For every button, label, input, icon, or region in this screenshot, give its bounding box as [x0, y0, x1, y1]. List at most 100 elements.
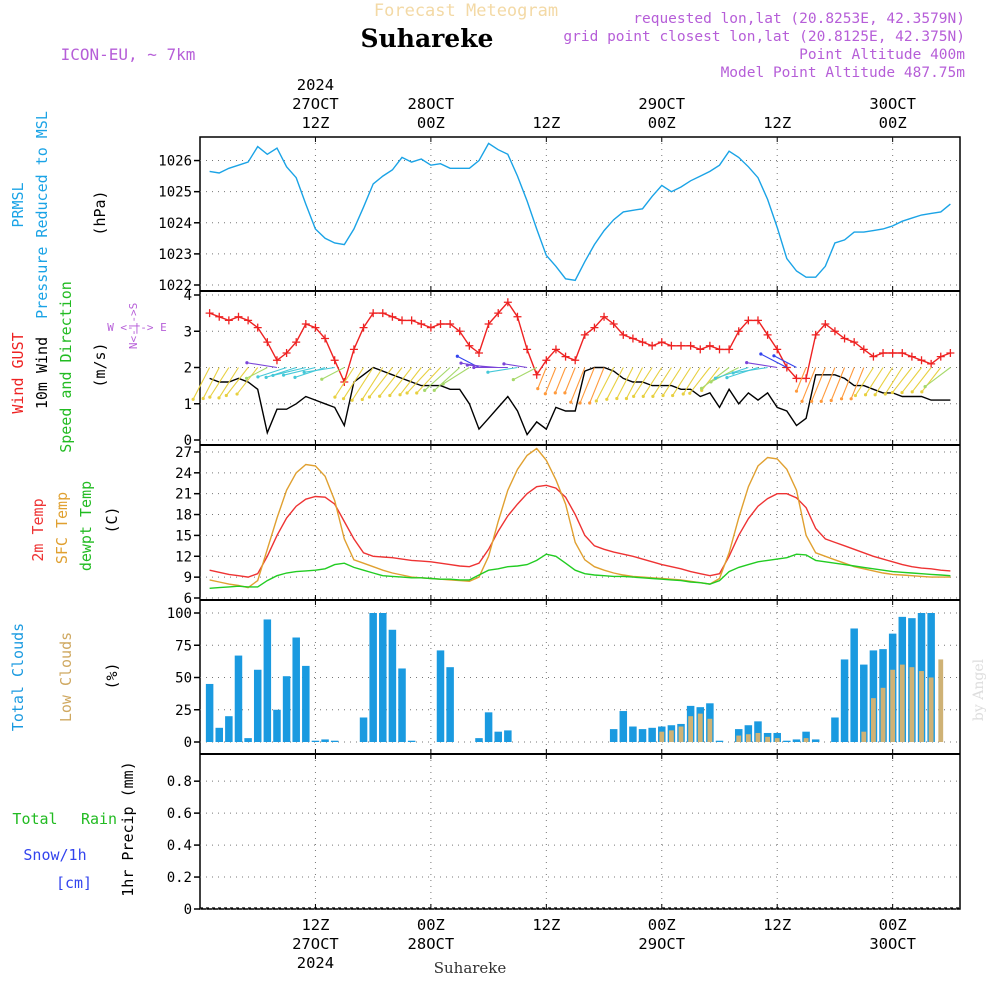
label-speed-direction: Speed and Direction: [57, 281, 75, 453]
wind-arrow-head: [341, 397, 346, 401]
wind-direction-arrow: [369, 367, 393, 398]
low-cloud-bar: [938, 659, 944, 742]
bottom-time-label: 00Z: [648, 916, 676, 934]
wind-direction-arrow: [554, 367, 567, 394]
wind-direction-arrow: [652, 367, 672, 397]
low-cloud-bar: [899, 664, 905, 742]
gust-marker: [869, 352, 878, 361]
gust-marker: [455, 327, 464, 336]
wind-arrow-head: [900, 390, 904, 395]
total-cloud-bar: [263, 619, 272, 742]
wind-arrow-head: [217, 396, 221, 400]
gust-marker: [532, 370, 541, 379]
gust-marker: [523, 345, 532, 354]
gust-marker: [436, 320, 445, 328]
total-cloud-bar: [321, 739, 329, 742]
total-cloud-bar: [398, 668, 406, 742]
wind-direction-arrow: [379, 367, 403, 397]
gust-marker: [696, 345, 705, 354]
wind-arrow-head: [320, 377, 324, 381]
y-tick-label: 2: [184, 361, 192, 377]
total-cloud-bar: [494, 731, 502, 742]
gust-marker: [686, 341, 695, 350]
bottom-time-label: 30OCT: [869, 935, 916, 953]
wind-arrow-head: [398, 393, 402, 397]
wind-direction-arrow: [606, 367, 624, 400]
gust-marker: [946, 349, 955, 357]
wind-arrow-head: [588, 401, 592, 405]
low-cloud-bar: [755, 732, 761, 742]
wind-arrow-head: [578, 401, 582, 405]
gust-marker: [888, 349, 897, 357]
gust-marker: [215, 312, 224, 321]
wind-arrow-head: [502, 362, 506, 366]
gust-marker: [234, 312, 243, 321]
gust-marker: [600, 312, 609, 321]
total-cloud-bar: [205, 683, 214, 742]
label-precip-unit: 1hr Precip (mm): [119, 761, 137, 896]
label-rain: Rain: [81, 810, 117, 828]
total-cloud-bar: [369, 613, 377, 742]
low-cloud-bar: [745, 734, 751, 742]
gust-marker: [494, 309, 503, 318]
wind-arrow-head: [632, 394, 636, 398]
wind-arrow-head: [794, 389, 799, 393]
gust-marker: [205, 309, 214, 318]
total-cloud-bar: [446, 667, 454, 742]
gust-marker: [484, 320, 493, 328]
y-tick-label: 100: [167, 606, 192, 622]
gust-marker: [359, 323, 368, 332]
wind-direction-arrow: [773, 355, 797, 368]
wind-direction-arrow: [406, 367, 432, 394]
y-tick-label: 0.8: [167, 774, 192, 790]
wind-direction-arrow: [850, 367, 865, 399]
y-tick-label: 75: [175, 638, 192, 654]
gust-marker: [282, 349, 291, 357]
low-cloud-bar: [707, 718, 713, 742]
bottom-time-label: 2024: [297, 954, 334, 972]
bottom-time-label: 00Z: [417, 916, 445, 934]
y-tick-label: 1023: [158, 247, 192, 263]
gust-marker: [580, 330, 589, 339]
gust-marker: [272, 356, 281, 365]
low-cloud-bar: [880, 687, 886, 742]
wind-direction-arrow: [294, 366, 326, 378]
total-cloud-bar: [282, 676, 291, 742]
wind-arrow-head: [360, 397, 364, 402]
temperature-panel: 6 9 12 15 18 21 24 27: [175, 445, 960, 607]
wind-arrow-head: [681, 392, 685, 396]
y-tick-label: 0.6: [167, 806, 192, 822]
gust-marker: [792, 374, 801, 383]
prmsl-line: [209, 142, 951, 282]
wind-arrow-head: [201, 396, 205, 401]
label-snow-unit: [cm]: [56, 874, 92, 892]
wind-arrow-head: [256, 375, 260, 379]
y-tick-label: 4: [184, 288, 192, 304]
wind-arrow-head: [563, 391, 567, 395]
gust-marker: [263, 338, 272, 347]
wind-arrow-head: [553, 391, 557, 395]
footer-location: Suhareke: [434, 959, 507, 977]
y-tick-label: 1026: [158, 154, 192, 170]
total-cloud-bar: [715, 740, 724, 742]
total-cloud-bar: [619, 711, 628, 742]
wind-direction-arrow: [283, 366, 316, 376]
total-cloud-bar: [831, 717, 839, 742]
wind-direction-arrow: [513, 367, 537, 381]
wind-arrow-head: [615, 396, 619, 401]
label-total-rain: Total: [12, 810, 57, 828]
wind-direction-arrow: [503, 363, 528, 369]
label-pressure-msl: Pressure Reduced to MSL: [33, 111, 51, 319]
gust-marker: [830, 327, 839, 336]
total-cloud-bar: [311, 740, 320, 742]
wind-direction-arrow: [257, 366, 287, 378]
gust-marker: [734, 327, 743, 336]
total-cloud-bar: [754, 721, 762, 742]
total-cloud-bar: [407, 740, 416, 742]
wind-arrow-head: [759, 352, 763, 356]
gust-marker: [349, 345, 358, 354]
gust-marker: [628, 334, 637, 343]
wind-arrow-head: [244, 376, 249, 380]
total-cloud-bar: [638, 729, 647, 742]
